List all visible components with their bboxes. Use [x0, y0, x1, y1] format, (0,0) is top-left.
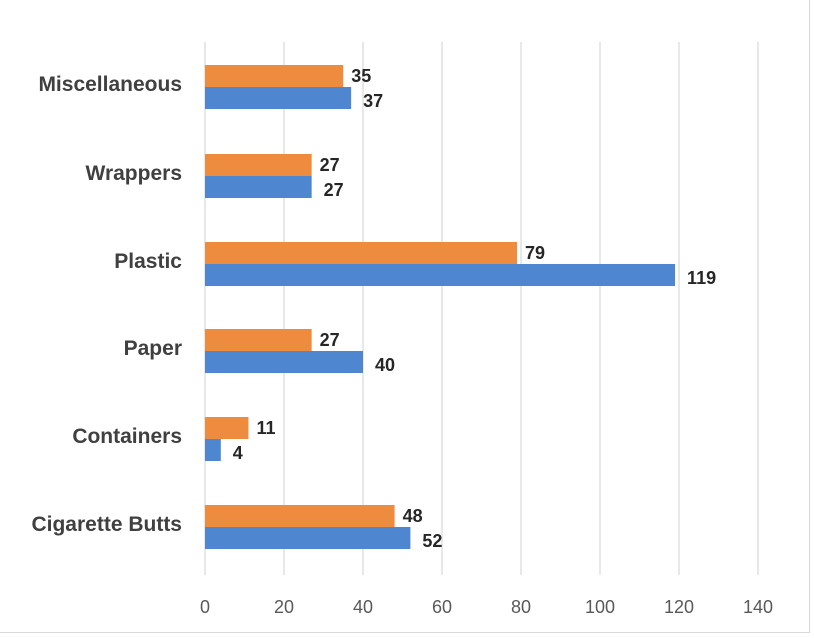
x-tick-label-60: 60	[432, 597, 452, 617]
x-tick-label-120: 120	[664, 597, 694, 617]
bar-paper-1	[205, 329, 312, 351]
data-label-miscellaneous-2: 37	[363, 91, 383, 111]
category-label-miscellaneous: Miscellaneous	[38, 73, 182, 96]
gridlines	[204, 42, 759, 575]
data-label-plastic-2: 119	[687, 268, 716, 288]
bar-wrappers-1	[205, 154, 312, 176]
x-tick-label-20: 20	[274, 597, 294, 617]
bars	[205, 65, 676, 549]
bar-containers-1	[205, 417, 249, 439]
category-labels: Miscellaneous Wrappers Plastic Paper Contain…	[31, 73, 182, 536]
category-label-cigarette-butts: Cigarette Butts	[31, 513, 182, 536]
data-label-containers-1: 11	[256, 418, 275, 438]
data-label-containers-2: 4	[233, 443, 243, 463]
x-tick-label-80: 80	[511, 597, 531, 617]
category-label-wrappers: Wrappers	[86, 162, 182, 185]
bar-miscellaneous-1	[205, 65, 344, 87]
category-label-plastic: Plastic	[114, 250, 182, 273]
category-label-containers: Containers	[72, 425, 182, 448]
bar-miscellaneous-2	[205, 87, 352, 109]
x-tick-label-100: 100	[585, 597, 615, 617]
data-label-wrappers-2: 27	[324, 180, 344, 200]
data-labels: 35 37 27 27 79 119 27 40 11 4 48 52	[233, 66, 716, 551]
x-tick-label-0: 0	[200, 597, 210, 617]
data-label-cigarette-butts-1: 48	[403, 506, 423, 526]
x-tick-label-40: 40	[353, 597, 373, 617]
bar-cigarette-butts-2	[205, 527, 411, 549]
data-label-miscellaneous-1: 35	[351, 66, 371, 86]
data-label-paper-2: 40	[375, 355, 395, 375]
data-label-wrappers-1: 27	[320, 155, 340, 175]
bar-wrappers-2	[205, 176, 312, 198]
bar-paper-2	[205, 351, 363, 373]
x-axis-tick-labels: 0 20 40 60 80 100 120 140	[200, 597, 773, 617]
bar-cigarette-butts-1	[205, 505, 395, 527]
data-label-plastic-1: 79	[525, 243, 545, 263]
bar-containers-2	[205, 439, 221, 461]
x-tick-label-140: 140	[743, 597, 773, 617]
data-label-cigarette-butts-2: 52	[422, 531, 442, 551]
data-label-paper-1: 27	[320, 330, 340, 350]
bar-plastic-2	[205, 264, 676, 286]
bar-plastic-1	[205, 242, 518, 264]
category-label-paper: Paper	[124, 337, 182, 360]
